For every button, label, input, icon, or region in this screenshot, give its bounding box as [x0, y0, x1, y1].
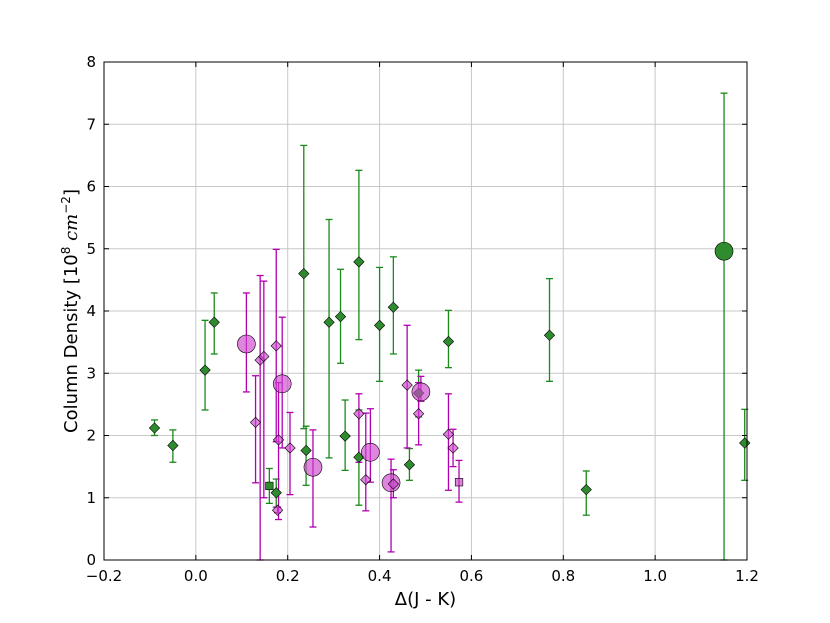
- x-tick-label: −0.2: [86, 567, 122, 585]
- y-tick-label: 4: [86, 302, 96, 320]
- magenta-circle-point: [361, 443, 380, 462]
- x-tick-label: 0.0: [184, 567, 208, 585]
- green-diamond-point: [199, 364, 211, 376]
- magenta-diamond-point: [272, 434, 285, 446]
- magenta-diamond-point: [284, 442, 296, 454]
- x-tick-label: 1.2: [735, 567, 759, 585]
- y-axis-label-main: Column Density [10: [61, 254, 82, 433]
- data-markers: [148, 241, 751, 516]
- y-tick-label: 5: [86, 240, 96, 258]
- magenta-square-point: [454, 478, 464, 487]
- y-axis-label: Column Density [108 cm−2]: [59, 189, 82, 433]
- x-tick-label: 0.8: [551, 567, 575, 585]
- x-axis-label: Δ(J - K): [395, 589, 456, 610]
- magenta-diamond-point: [353, 408, 365, 420]
- green-circle-point: [714, 241, 734, 261]
- magenta-circle-point: [237, 334, 256, 354]
- magenta-circle-point: [272, 374, 292, 394]
- magenta-circle-point: [411, 382, 431, 402]
- x-tick-label: 0.2: [276, 567, 300, 585]
- green-diamond-point: [373, 319, 386, 331]
- green-diamond-point: [543, 329, 556, 341]
- magenta-diamond-point: [401, 379, 413, 391]
- magenta-diamond-point: [271, 504, 284, 516]
- y-tick-label: 6: [86, 178, 96, 196]
- x-tick-label: 0.6: [459, 567, 483, 585]
- green-diamond-point: [580, 484, 592, 496]
- green-diamond-point: [334, 310, 347, 323]
- magenta-diamond-point: [360, 474, 372, 486]
- magenta-circle-point: [303, 457, 323, 477]
- y-tick-label: 2: [86, 427, 96, 445]
- green-diamond-point: [339, 430, 351, 442]
- y-tick-label: 0: [86, 551, 96, 569]
- x-tick-label: 1.0: [643, 567, 667, 585]
- magenta-diamond-point: [270, 340, 282, 352]
- axis-ticks: −0.2 0.0 0.2 0.4 0.6 0.8 1.0 1.2 0 1 2 3 4 5 6 7 8: [86, 53, 759, 585]
- green-diamond-point: [300, 444, 312, 457]
- green-diamond-point: [148, 422, 161, 434]
- green-diamond-point: [387, 301, 399, 313]
- magenta-diamond-point: [258, 350, 270, 363]
- y-tick-label: 3: [86, 364, 96, 382]
- magenta-diamond-point: [447, 442, 459, 454]
- y-axis-label-unit: cm: [61, 214, 82, 247]
- magenta-diamond-point: [412, 408, 425, 420]
- green-diamond-point: [208, 316, 220, 328]
- green-diamond-point: [167, 439, 179, 452]
- green-diamond-point: [739, 437, 751, 449]
- magenta-diamond-point: [387, 478, 399, 490]
- magenta-diamond-point: [249, 416, 262, 429]
- y-axis-label-exponent: 8: [59, 247, 73, 255]
- y-axis-label-close: ]: [61, 189, 82, 196]
- error-bars: [151, 92, 749, 561]
- green-diamond-point: [442, 335, 455, 348]
- y-tick-label: 8: [86, 53, 96, 71]
- green-square-point: [265, 481, 274, 491]
- x-tick-label: 0.4: [368, 567, 392, 585]
- y-axis-label-unit-exponent: −2: [59, 196, 73, 214]
- green-diamond-point: [403, 459, 416, 471]
- magenta-diamond-point: [442, 428, 455, 440]
- y-tick-label: 1: [86, 489, 96, 507]
- grid-lines: [103, 61, 748, 561]
- green-diamond-point: [323, 316, 335, 328]
- y-tick-label: 7: [86, 115, 96, 133]
- green-diamond-point: [298, 268, 310, 280]
- green-diamond-point: [270, 487, 282, 499]
- green-diamond-point: [353, 256, 365, 268]
